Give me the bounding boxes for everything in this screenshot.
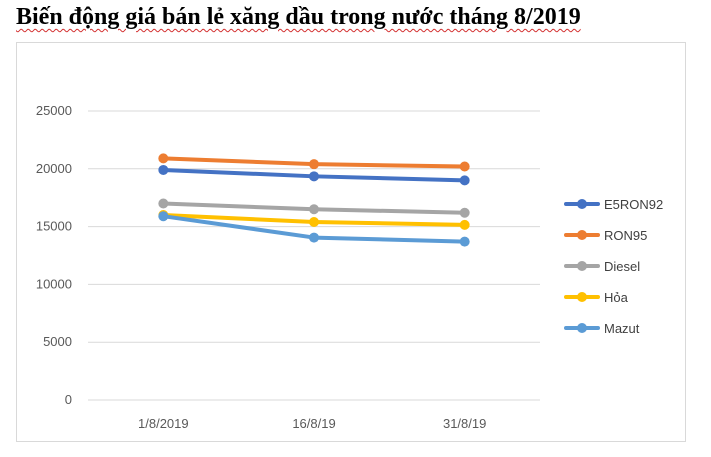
data-point xyxy=(459,207,470,218)
data-point xyxy=(158,211,169,222)
data-point xyxy=(158,198,169,209)
legend-label: RON95 xyxy=(604,228,647,243)
y-tick-label: 15000 xyxy=(36,219,72,234)
data-point xyxy=(309,232,319,243)
legend-label: Mazut xyxy=(604,321,640,336)
legend-marker xyxy=(577,323,587,333)
legend-label: E5RON92 xyxy=(604,197,663,212)
x-tick-label: 31/8/19 xyxy=(443,416,486,431)
data-point xyxy=(309,204,319,215)
y-tick-label: 5000 xyxy=(43,334,72,349)
legend-marker xyxy=(577,261,587,271)
data-point xyxy=(309,216,319,227)
data-point xyxy=(459,219,470,230)
page-title: Biến động giá bán lẻ xăng dầu trong nước… xyxy=(16,4,581,30)
x-tick-label: 16/8/19 xyxy=(292,416,335,431)
legend-label: Diesel xyxy=(604,259,640,274)
data-point xyxy=(459,175,470,186)
data-point xyxy=(158,164,169,175)
legend-marker xyxy=(577,230,587,240)
y-tick-label: 0 xyxy=(65,392,72,407)
data-point xyxy=(459,236,470,247)
legend-marker xyxy=(577,292,587,302)
legend-label: Hỏa xyxy=(604,290,629,305)
y-tick-label: 20000 xyxy=(36,161,72,176)
y-tick-label: 10000 xyxy=(36,276,72,291)
legend-marker xyxy=(577,199,587,209)
data-point xyxy=(459,161,470,172)
data-point xyxy=(158,153,169,164)
data-point xyxy=(309,159,319,170)
x-tick-label: 1/8/2019 xyxy=(138,416,189,431)
chart-frame xyxy=(16,42,686,442)
y-tick-label: 25000 xyxy=(36,103,72,118)
data-point xyxy=(309,171,319,182)
